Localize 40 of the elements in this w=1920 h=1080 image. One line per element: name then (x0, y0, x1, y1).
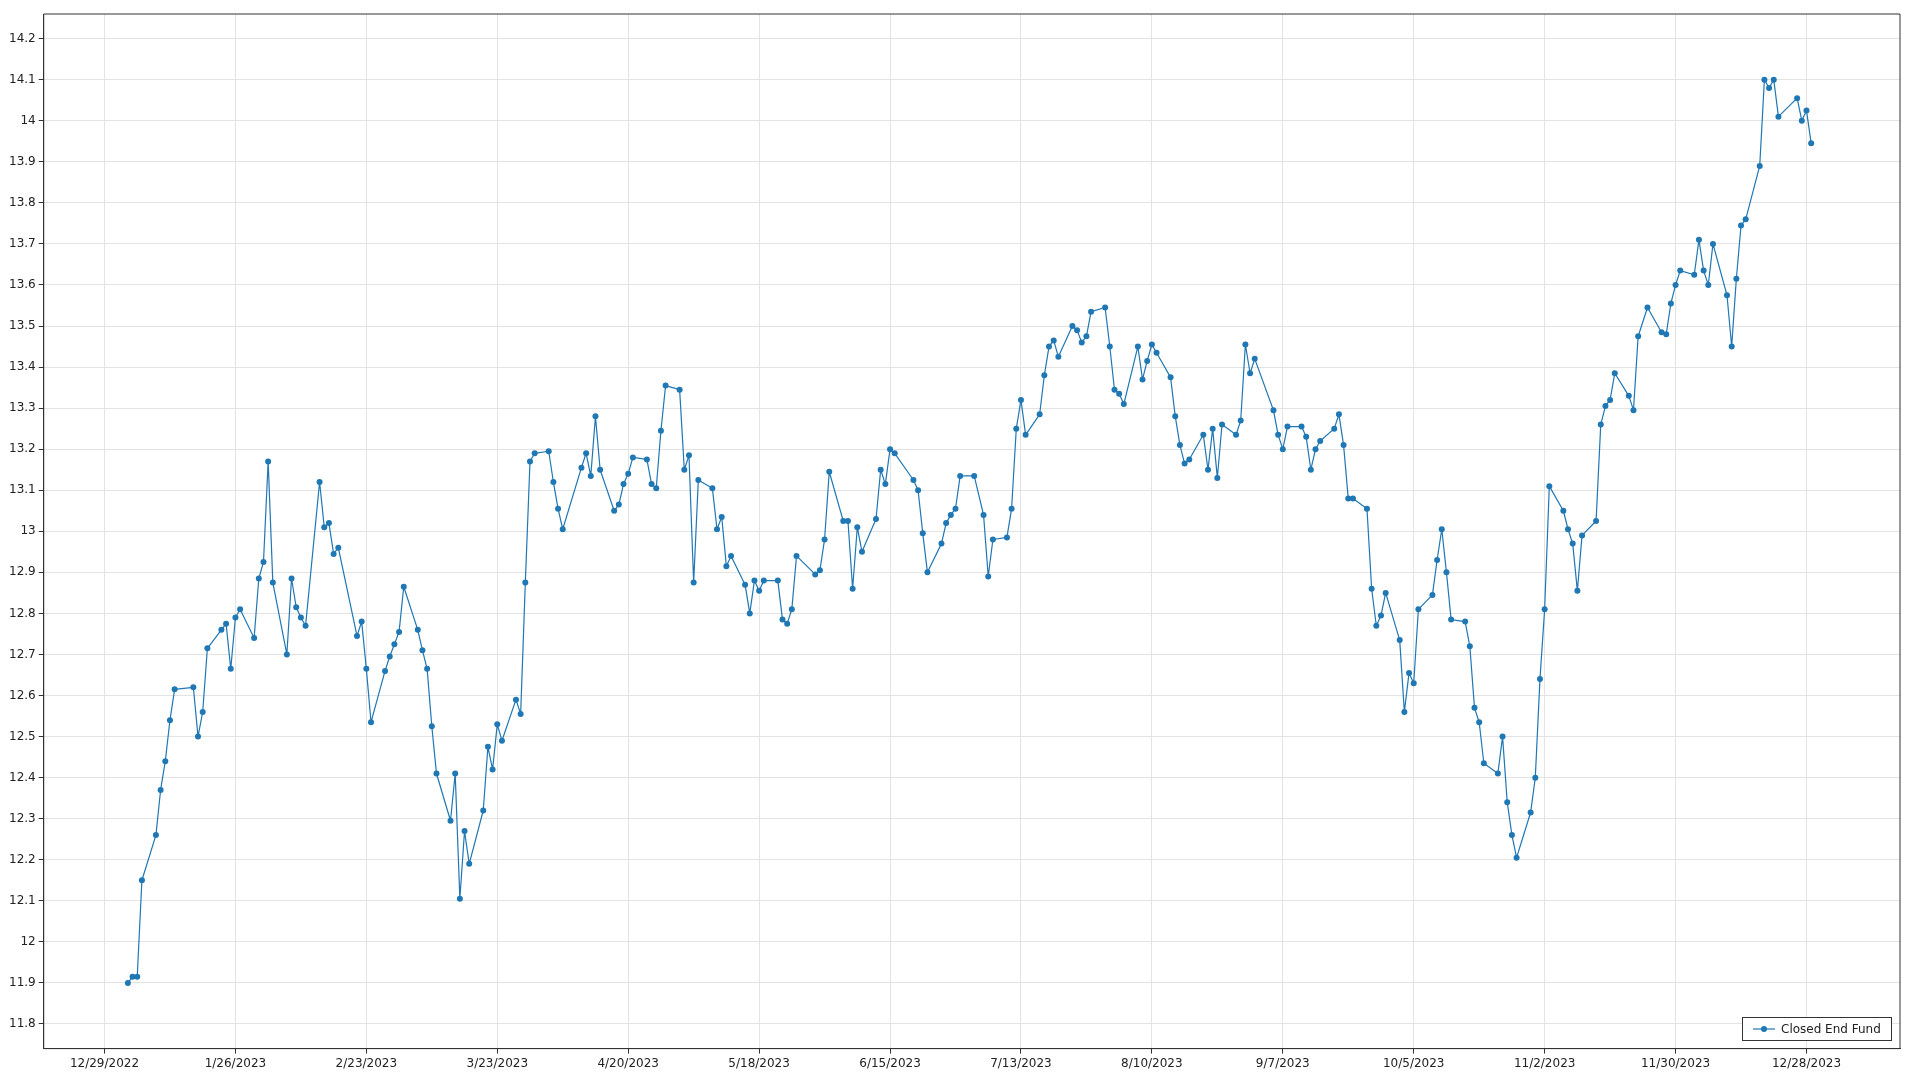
y-tick-label: 14.2 (9, 30, 36, 45)
x-tick-label: 12/29/2022 (69, 1055, 140, 1070)
legend-label: Closed End Fund (1781, 1021, 1881, 1036)
y-tick-label: 11.8 (9, 1016, 36, 1031)
y-tick-label: 12.9 (9, 564, 36, 579)
y-tick-label: 12.6 (9, 687, 36, 702)
y-tick-label: 14.1 (9, 71, 36, 86)
y-tick-label: 13.3 (9, 400, 36, 415)
y-tick-label: 12.3 (9, 810, 36, 825)
x-tick-label: 2/23/2023 (335, 1055, 398, 1070)
x-tick-label: 11/2/2023 (1513, 1055, 1576, 1070)
x-tick-label: 10/5/2023 (1382, 1055, 1445, 1070)
x-tick-label: 4/20/2023 (597, 1055, 659, 1070)
x-tick-label: 9/7/2023 (1255, 1055, 1310, 1070)
y-tick-label: 12.7 (9, 646, 36, 661)
x-tick-label: 6/15/2023 (859, 1055, 921, 1070)
y-tick-label: 12.4 (9, 769, 36, 784)
y-tick-label: 12.1 (9, 892, 36, 907)
y-tick-label: 13.7 (9, 236, 36, 251)
x-tick-label: 12/28/2023 (1771, 1055, 1842, 1070)
x-tick-label: 1/26/2023 (204, 1055, 267, 1070)
x-tick-label: 5/18/2023 (728, 1055, 790, 1070)
y-tick-label: 14 (20, 112, 36, 127)
y-tick-label: 13.2 (9, 441, 36, 456)
y-tick-label: 13.4 (9, 359, 36, 374)
x-tick-label: 11/30/2023 (1640, 1055, 1711, 1070)
y-tick-label: 13.1 (9, 482, 36, 497)
y-tick-label: 12.8 (9, 605, 36, 620)
x-tick-label: 8/10/2023 (1121, 1055, 1183, 1070)
y-tick-label: 13.5 (9, 318, 36, 333)
y-tick-label: 13 (20, 523, 36, 538)
y-tick-label: 11.9 (9, 975, 36, 990)
y-tick-label: 13.9 (9, 153, 36, 168)
x-tick-label: 7/13/2023 (990, 1055, 1052, 1070)
y-tick-label: 12.2 (9, 851, 36, 866)
y-tick-label: 13.8 (9, 194, 36, 209)
y-tick-label: 13.6 (9, 277, 36, 292)
x-tick-label: 3/23/2023 (466, 1055, 529, 1070)
y-tick-label: 12 (20, 933, 36, 948)
y-tick-label: 12.5 (9, 728, 36, 743)
